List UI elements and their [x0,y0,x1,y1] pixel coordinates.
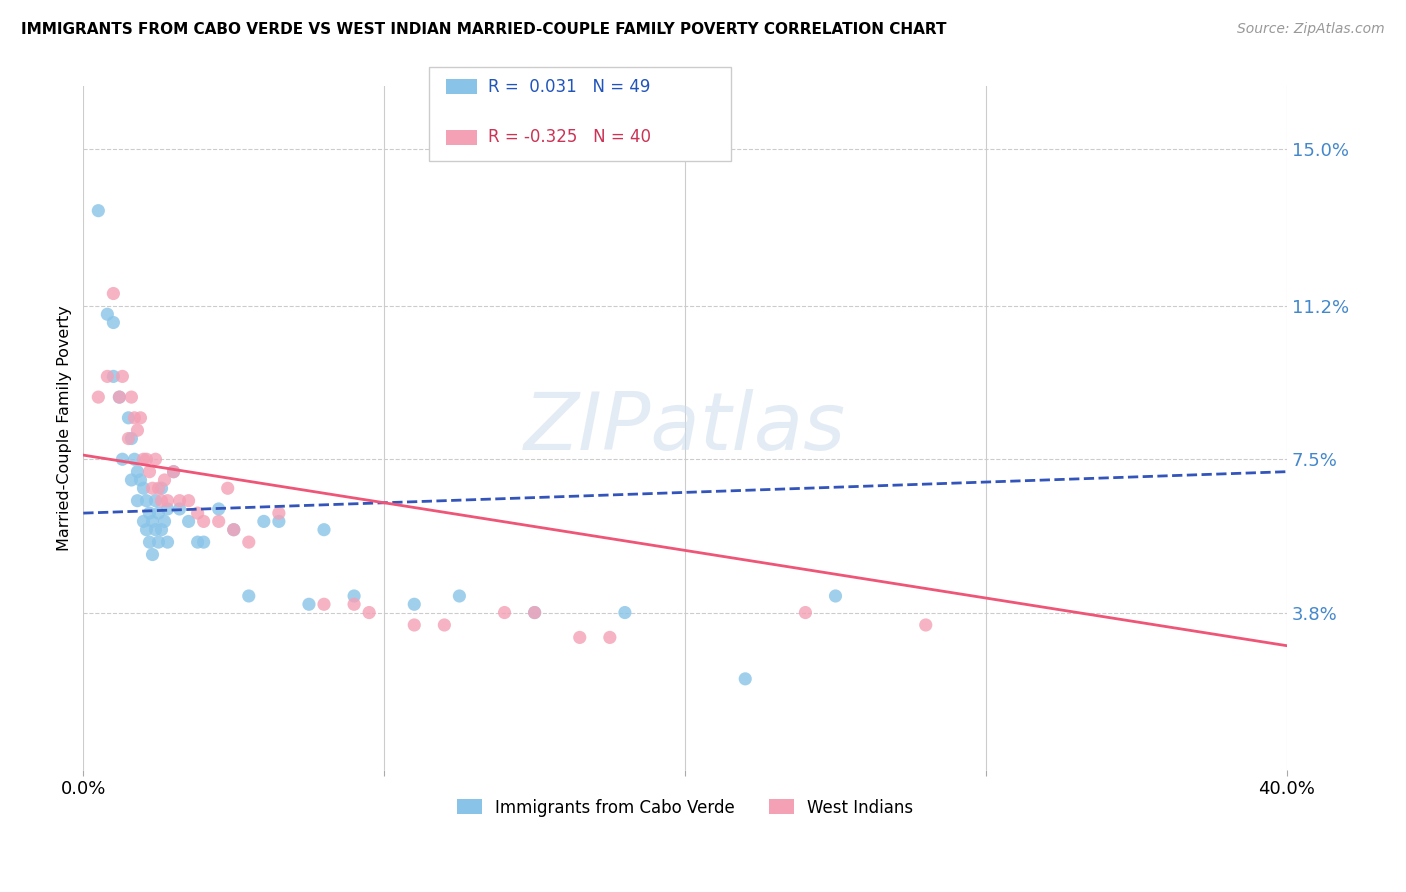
Point [129,410,152,425]
Point [267,515,290,529]
Point [208,502,231,516]
Point [914,618,936,632]
Point [145,452,167,467]
Point [132,452,155,467]
Point [238,589,260,603]
Point [433,618,456,632]
Point [153,473,176,487]
Point [145,493,167,508]
Point [96,369,118,384]
Point [111,369,134,384]
Point [156,502,179,516]
Point [153,515,176,529]
Point [129,473,152,487]
Point [127,465,149,479]
Point [135,452,157,467]
Point [613,606,636,620]
Text: IMMIGRANTS FROM CABO VERDE VS WEST INDIAN MARRIED-COUPLE FAMILY POVERTY CORRELAT: IMMIGRANTS FROM CABO VERDE VS WEST INDIA… [21,22,946,37]
Point [267,506,290,520]
Point [120,390,142,404]
Point [253,515,276,529]
Point [141,481,163,495]
Point [217,481,239,495]
Point [96,307,118,321]
Point [120,432,142,446]
Point [523,606,546,620]
Point [141,515,163,529]
Point [312,597,335,611]
Point [150,481,173,495]
Point [87,203,110,218]
Point [187,535,209,549]
Point [132,481,155,495]
Point [298,597,321,611]
Text: Source: ZipAtlas.com: Source: ZipAtlas.com [1237,22,1385,37]
Point [187,506,209,520]
Point [222,523,245,537]
Point [359,606,381,620]
Point [117,410,139,425]
Point [404,618,426,632]
Point [138,535,160,549]
Point [343,589,366,603]
Point [169,493,191,508]
Point [162,465,184,479]
Point [568,631,591,645]
Point [111,452,134,467]
Text: ZIPatlas: ZIPatlas [524,389,846,467]
Point [312,523,335,537]
Point [135,493,157,508]
Point [108,390,131,404]
Point [150,523,173,537]
Point [222,523,245,537]
Point [148,506,170,520]
Point [150,493,173,508]
Point [156,493,179,508]
Text: R = -0.325   N = 40: R = -0.325 N = 40 [488,128,651,146]
Point [404,597,426,611]
Point [794,606,817,620]
Point [193,515,215,529]
Point [108,390,131,404]
Point [156,535,179,549]
Point [177,515,200,529]
Point [124,410,146,425]
Point [148,481,170,495]
Point [238,535,260,549]
Point [599,631,621,645]
Point [127,423,149,437]
Point [132,515,155,529]
Point [208,515,231,529]
Y-axis label: Married-Couple Family Poverty: Married-Couple Family Poverty [58,305,72,551]
Point [343,597,366,611]
Point [169,502,191,516]
Point [148,535,170,549]
Legend: Immigrants from Cabo Verde, West Indians: Immigrants from Cabo Verde, West Indians [450,792,920,823]
Point [177,493,200,508]
Point [103,286,125,301]
Point [734,672,756,686]
Point [449,589,471,603]
Text: R =  0.031   N = 49: R = 0.031 N = 49 [488,78,650,95]
Point [135,523,157,537]
Point [127,493,149,508]
Point [523,606,546,620]
Point [124,452,146,467]
Point [145,523,167,537]
Point [117,432,139,446]
Point [824,589,846,603]
Point [193,535,215,549]
Point [120,473,142,487]
Point [103,369,125,384]
Point [138,506,160,520]
Point [494,606,516,620]
Point [141,548,163,562]
Point [103,316,125,330]
Point [162,465,184,479]
Point [138,465,160,479]
Point [87,390,110,404]
